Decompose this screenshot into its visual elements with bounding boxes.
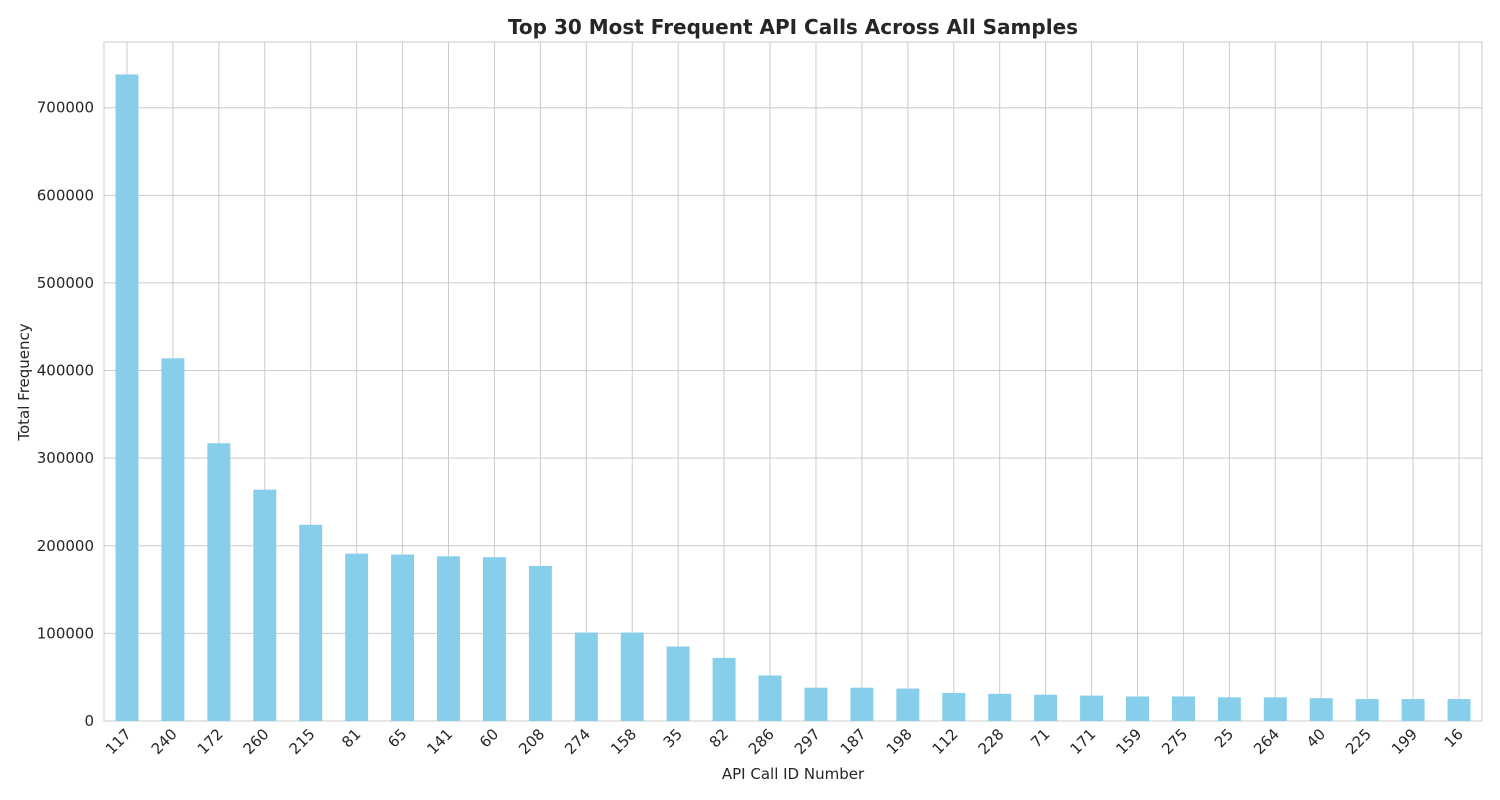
x-tick-label: 25 bbox=[1211, 725, 1237, 751]
bar-65 bbox=[391, 554, 415, 721]
bar-81 bbox=[345, 553, 369, 721]
bars-layer bbox=[115, 74, 1471, 722]
y-tick-label: 600000 bbox=[37, 186, 94, 204]
bar-225 bbox=[1355, 699, 1379, 721]
bar-35 bbox=[666, 646, 690, 721]
bar-208 bbox=[528, 565, 552, 721]
x-tick-label: 16 bbox=[1441, 725, 1467, 751]
x-tick-label: 208 bbox=[515, 725, 548, 758]
bar-112 bbox=[942, 692, 966, 721]
x-axis-label: API Call ID Number bbox=[722, 765, 865, 783]
x-tick-label: 81 bbox=[338, 725, 364, 751]
x-tick-label: 187 bbox=[837, 725, 870, 758]
x-tick-label: 82 bbox=[706, 725, 732, 751]
x-tick-label: 117 bbox=[102, 725, 135, 758]
x-tick-label: 274 bbox=[561, 725, 594, 758]
bar-240 bbox=[161, 358, 185, 721]
x-tick-label: 198 bbox=[883, 725, 916, 758]
bar-286 bbox=[758, 675, 782, 721]
x-tick-label: 264 bbox=[1250, 725, 1283, 758]
y-tick-label: 0 bbox=[84, 712, 94, 730]
bar-60 bbox=[482, 557, 506, 721]
y-tick-label: 700000 bbox=[37, 99, 94, 117]
x-tick-label: 35 bbox=[660, 725, 686, 751]
x-tick-label: 65 bbox=[384, 725, 410, 751]
x-tick-label: 286 bbox=[745, 725, 778, 758]
bar-171 bbox=[1080, 695, 1104, 721]
x-tick-label: 158 bbox=[607, 725, 640, 758]
bar-199 bbox=[1401, 699, 1425, 721]
chart-title: Top 30 Most Frequent API Calls Across Al… bbox=[508, 15, 1078, 39]
bar-141 bbox=[437, 556, 460, 721]
bar-260 bbox=[253, 489, 277, 721]
bar-117 bbox=[115, 74, 139, 722]
bar-228 bbox=[988, 693, 1012, 721]
bar-172 bbox=[207, 443, 231, 721]
y-tick-labels: 0 100000 200000 300000 400000 500000 600000 700… bbox=[37, 99, 94, 730]
x-tick-label: 260 bbox=[240, 725, 273, 758]
y-tick-label: 500000 bbox=[37, 274, 94, 292]
x-tick-label: 240 bbox=[148, 725, 181, 758]
x-tick-label: 225 bbox=[1342, 725, 1375, 758]
bar-158 bbox=[620, 632, 644, 721]
x-tick-labels: 117 240 172 260 215 81 65 141 60 208 274 158 35 82 286… bbox=[102, 725, 1467, 758]
bar-297 bbox=[804, 687, 828, 721]
x-tick-label: 40 bbox=[1303, 725, 1329, 751]
x-tick-label: 159 bbox=[1112, 725, 1145, 758]
x-tick-label: 71 bbox=[1027, 725, 1053, 751]
y-tick-label: 200000 bbox=[37, 537, 94, 555]
x-tick-label: 215 bbox=[286, 725, 319, 758]
x-tick-label: 297 bbox=[791, 725, 824, 758]
bar-16 bbox=[1447, 699, 1471, 721]
x-tick-label: 228 bbox=[975, 725, 1008, 758]
x-tick-label: 171 bbox=[1066, 725, 1099, 758]
bar-275 bbox=[1171, 696, 1195, 721]
y-axis-label: Total Frequency bbox=[15, 323, 33, 441]
bar-274 bbox=[574, 632, 598, 721]
x-tick-label: 275 bbox=[1158, 725, 1191, 758]
plot-frame bbox=[103, 41, 1483, 722]
bar-198 bbox=[896, 688, 920, 721]
bar-82 bbox=[712, 657, 736, 721]
bar-187 bbox=[850, 687, 874, 721]
y-tick-label: 300000 bbox=[37, 449, 94, 467]
bar-264 bbox=[1263, 697, 1287, 721]
x-tick-label: 199 bbox=[1388, 725, 1421, 758]
bar-40 bbox=[1309, 698, 1333, 721]
bar-159 bbox=[1126, 696, 1149, 721]
bar-71 bbox=[1034, 694, 1058, 721]
x-tick-label: 60 bbox=[476, 725, 502, 751]
x-tick-label: 141 bbox=[423, 725, 456, 758]
y-tick-label: 100000 bbox=[37, 624, 94, 642]
x-tick-label: 172 bbox=[194, 725, 227, 758]
bar-25 bbox=[1217, 697, 1241, 721]
y-tick-label: 400000 bbox=[37, 362, 94, 380]
x-tick-label: 112 bbox=[929, 725, 962, 758]
bar-215 bbox=[299, 524, 323, 721]
